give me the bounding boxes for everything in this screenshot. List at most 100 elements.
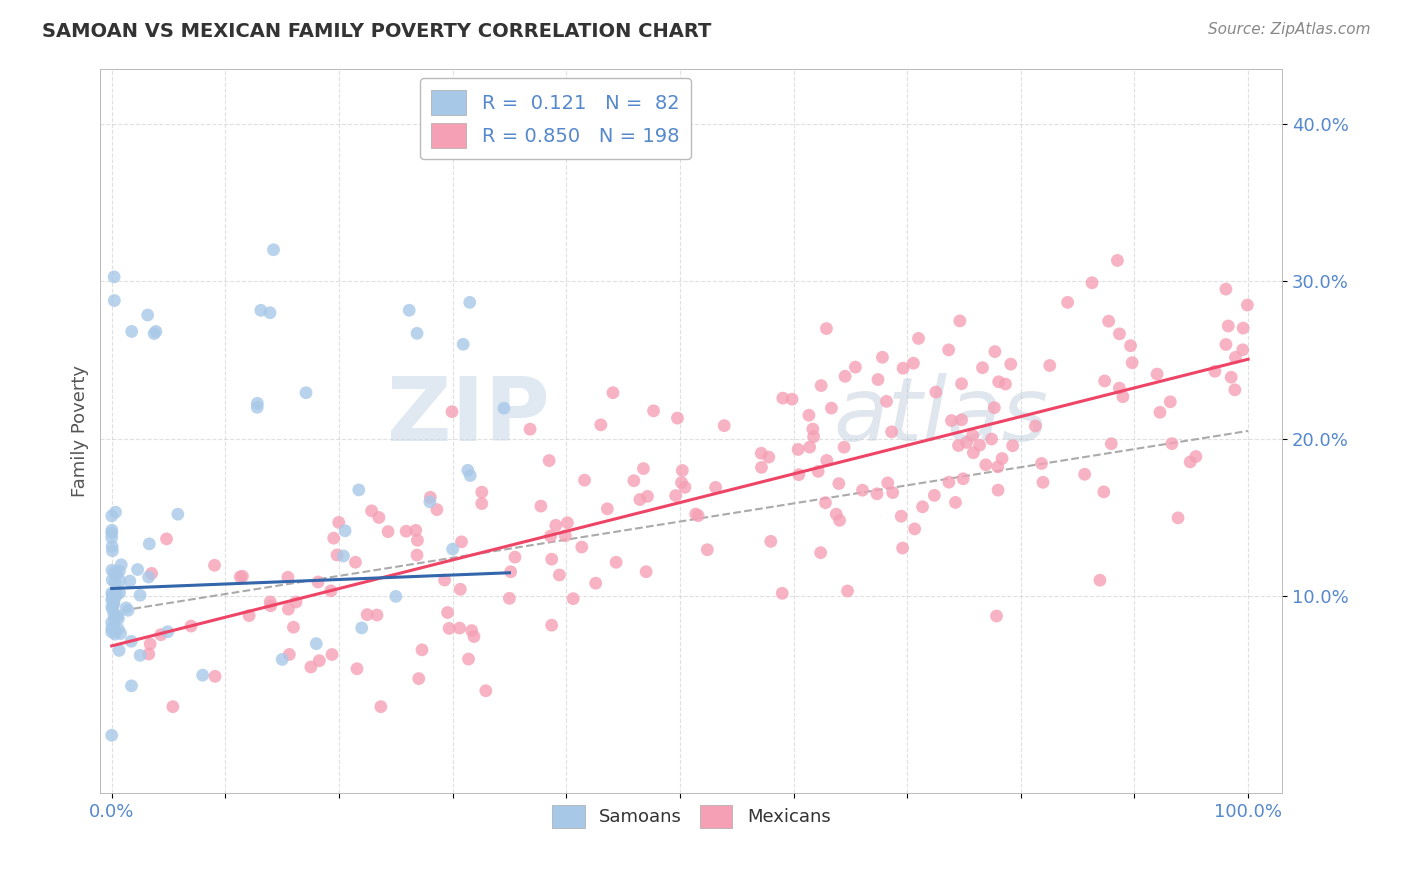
Point	[1108, 381, 1130, 395]
Point	[326, 548, 349, 562]
Point	[945, 495, 967, 509]
Point	[356, 607, 378, 622]
Point	[1180, 455, 1202, 469]
Point	[103, 269, 125, 284]
Point	[101, 599, 124, 614]
Point	[368, 510, 391, 524]
Point	[941, 413, 963, 427]
Point	[814, 495, 837, 509]
Point	[450, 534, 472, 549]
Point	[136, 308, 159, 322]
Point	[834, 369, 856, 384]
Point	[458, 295, 481, 310]
Point	[770, 586, 793, 600]
Point	[204, 558, 226, 573]
Point	[101, 573, 124, 587]
Point	[463, 630, 485, 644]
Point	[574, 473, 596, 487]
Point	[419, 491, 441, 505]
Point	[832, 440, 855, 454]
Point	[602, 385, 624, 400]
Point	[180, 619, 202, 633]
Point	[101, 544, 124, 558]
Point	[759, 534, 782, 549]
Point	[1098, 314, 1121, 328]
Point	[554, 529, 576, 543]
Point	[876, 475, 898, 490]
Point	[673, 480, 696, 494]
Point	[471, 485, 494, 500]
Point	[780, 392, 803, 407]
Point	[104, 609, 127, 624]
Point	[844, 360, 866, 375]
Point	[891, 361, 914, 376]
Point	[969, 438, 991, 452]
Point	[1031, 457, 1053, 471]
Point	[530, 499, 553, 513]
Point	[129, 588, 152, 602]
Point	[449, 582, 471, 597]
Point	[101, 588, 124, 602]
Point	[319, 583, 342, 598]
Point	[1215, 337, 1237, 351]
Point	[321, 648, 343, 662]
Point	[987, 459, 1010, 474]
Point	[437, 621, 460, 635]
Point	[1225, 351, 1247, 365]
Point	[799, 440, 821, 454]
Point	[271, 652, 294, 666]
Point	[548, 568, 571, 582]
Point	[1088, 573, 1111, 587]
Point	[100, 531, 122, 545]
Point	[984, 344, 1007, 359]
Point	[1232, 321, 1254, 335]
Point	[278, 648, 301, 662]
Point	[155, 532, 177, 546]
Point	[308, 654, 330, 668]
Point	[344, 555, 367, 569]
Point	[952, 472, 974, 486]
Point	[666, 411, 689, 425]
Legend: Samoans, Mexicans: Samoans, Mexicans	[544, 797, 838, 835]
Point	[101, 563, 124, 577]
Point	[544, 518, 567, 533]
Point	[1092, 484, 1115, 499]
Point	[1220, 370, 1243, 384]
Point	[475, 683, 498, 698]
Point	[138, 537, 160, 551]
Point	[713, 418, 735, 433]
Point	[980, 432, 1002, 446]
Point	[1107, 253, 1129, 268]
Point	[828, 513, 851, 527]
Point	[104, 505, 127, 519]
Point	[110, 626, 132, 640]
Point	[259, 599, 281, 613]
Point	[346, 662, 368, 676]
Point	[1149, 405, 1171, 419]
Point	[259, 595, 281, 609]
Point	[277, 602, 299, 616]
Point	[299, 660, 322, 674]
Point	[108, 586, 131, 600]
Point	[949, 314, 972, 328]
Point	[229, 570, 252, 584]
Point	[807, 464, 830, 478]
Point	[492, 401, 515, 416]
Point	[204, 669, 226, 683]
Point	[395, 524, 418, 539]
Point	[121, 679, 143, 693]
Point	[100, 624, 122, 639]
Point	[557, 516, 579, 530]
Point	[972, 360, 994, 375]
Point	[837, 584, 859, 599]
Point	[787, 467, 810, 482]
Point	[772, 391, 794, 405]
Point	[307, 574, 329, 589]
Y-axis label: Family Poverty: Family Poverty	[72, 365, 89, 497]
Point	[107, 612, 129, 626]
Point	[803, 430, 825, 444]
Point	[120, 634, 142, 648]
Point	[605, 555, 627, 569]
Point	[1146, 367, 1168, 381]
Point	[1215, 282, 1237, 296]
